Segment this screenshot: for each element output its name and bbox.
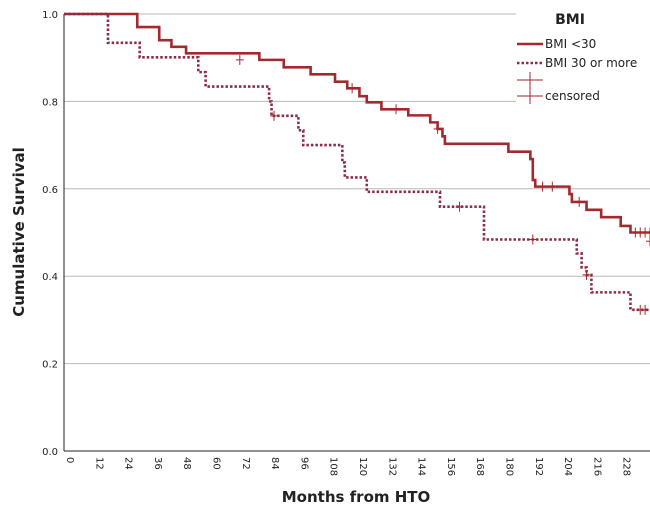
censor-mark <box>646 236 650 247</box>
legend-title: BMI <box>555 12 585 28</box>
x-tick-label: 48 <box>181 457 192 470</box>
series-line-1 <box>64 12 650 234</box>
legend-label: BMI <30 <box>545 37 596 51</box>
x-tick-label: 204 <box>562 457 573 476</box>
series-line-2 <box>64 12 650 312</box>
y-tick-labels: 0.0 0.2 0.4 0.6 0.8 1.0 <box>42 10 58 458</box>
y-tick-label: 0.2 <box>42 360 58 371</box>
y-tick-label: 0.0 <box>42 447 58 458</box>
x-tick-label: 192 <box>533 457 544 476</box>
censor-mark <box>548 181 557 192</box>
legend-background <box>516 4 650 108</box>
survival-curves <box>64 12 650 312</box>
x-tick-label: 120 <box>357 457 368 476</box>
x-tick-label: 132 <box>386 457 397 476</box>
censor-mark <box>433 123 442 134</box>
x-tick-label: 0 <box>64 457 75 463</box>
censor-mark <box>582 269 591 280</box>
x-tick-label: 168 <box>474 457 485 476</box>
y-tick-label: 1.0 <box>42 10 58 21</box>
x-tick-label: 216 <box>591 457 602 476</box>
y-tick-label: 0.8 <box>42 97 58 108</box>
censor-mark <box>646 227 650 238</box>
censor-mark <box>455 201 464 212</box>
x-tick-label: 180 <box>504 457 515 476</box>
y-axis-title: Cumulative Survival <box>10 147 28 317</box>
censor-mark <box>538 181 547 192</box>
x-axis-title: Months from HTO <box>282 488 431 506</box>
axes <box>63 14 650 452</box>
y-tick-label: 0.4 <box>42 272 58 283</box>
x-tick-label: 24 <box>123 457 134 470</box>
x-tick-label: 96 <box>298 457 309 470</box>
censor-mark <box>528 234 537 245</box>
legend-label: censored <box>545 89 600 103</box>
legend-label: BMI 30 or more <box>545 56 637 70</box>
x-tick-label: 72 <box>240 457 251 470</box>
y-tick-label: 0.6 <box>42 185 58 196</box>
x-tick-labels: 0 12 24 36 48 60 72 84 96 108 120 132 144 156 168 180 19… <box>64 457 632 476</box>
x-tick-label: 228 <box>621 457 632 476</box>
x-tick-label: 156 <box>445 457 456 476</box>
censor-mark <box>348 83 357 94</box>
censor-mark <box>575 196 584 207</box>
x-tick-label: 108 <box>328 457 339 476</box>
censor-marks <box>235 54 650 315</box>
censor-mark <box>269 110 278 121</box>
x-tick-label: 12 <box>93 457 104 470</box>
censor-mark <box>392 104 401 115</box>
censor-mark <box>641 304 650 315</box>
x-tick-label: 36 <box>152 457 163 470</box>
legend: BMI BMI <30 BMI 30 or more censored <box>516 4 650 108</box>
censor-mark <box>235 54 244 65</box>
x-tick-label: 84 <box>269 457 280 470</box>
x-tick-label: 144 <box>416 457 427 476</box>
x-tick-label: 60 <box>211 457 222 470</box>
